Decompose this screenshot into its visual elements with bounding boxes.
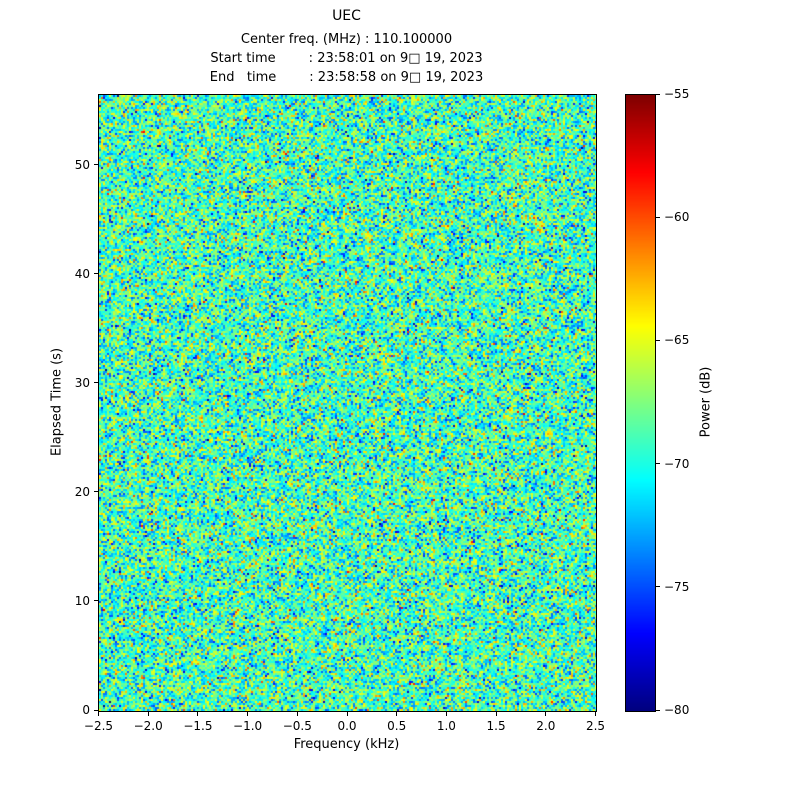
colorbar-tick-mark bbox=[656, 586, 660, 588]
x-tick-mark bbox=[545, 712, 547, 716]
colorbar-label: Power (dB) bbox=[698, 366, 714, 438]
y-tick-label: 10 bbox=[74, 593, 90, 608]
colorbar-tick-mark bbox=[656, 339, 660, 341]
spectrogram-heatmap bbox=[99, 95, 596, 711]
x-tick-mark bbox=[247, 712, 249, 716]
colorbar-tick-mark bbox=[656, 709, 660, 711]
x-tick-label: −2.0 bbox=[133, 719, 163, 733]
colorbar-tick-mark bbox=[656, 93, 660, 95]
y-tick-mark bbox=[94, 382, 98, 384]
center-freq-line: Center freq. (MHz) : 110.100000 bbox=[240, 32, 453, 47]
y-tick-mark bbox=[94, 600, 98, 602]
x-tick-mark bbox=[396, 712, 398, 716]
y-tick-mark bbox=[94, 491, 98, 493]
x-axis-label: Frequency (kHz) bbox=[293, 737, 400, 752]
x-tick-label: 1.5 bbox=[486, 719, 506, 733]
start-time-line: Start time : 23:58:01 on 9□ 19, 2023 bbox=[210, 51, 483, 66]
x-tick-mark bbox=[296, 712, 298, 716]
x-tick-label: 2.0 bbox=[536, 719, 556, 733]
x-tick-mark bbox=[98, 712, 99, 716]
end-time-line: End time : 23:58:58 on 9□ 19, 2023 bbox=[209, 70, 484, 85]
chart-header-lines: Center freq. (MHz) : 110.100000 Start ti… bbox=[48, 30, 645, 87]
colorbar-tick-mark bbox=[656, 216, 660, 218]
y-tick-label: 40 bbox=[74, 266, 90, 281]
colorbar-gradient bbox=[626, 95, 655, 711]
colorbar-tick-label: −55 bbox=[664, 87, 690, 101]
y-tick-label: 0 bbox=[82, 703, 90, 717]
colorbar-tick-label: −80 bbox=[664, 703, 690, 717]
x-tick-mark bbox=[495, 712, 497, 716]
colorbar-tick-label: −75 bbox=[664, 579, 690, 594]
y-tick-mark bbox=[94, 164, 98, 166]
y-tick-mark bbox=[94, 709, 98, 711]
x-tick-label: −1.5 bbox=[183, 719, 213, 733]
colorbar-tick-mark bbox=[656, 463, 660, 465]
colorbar-tick-label: −60 bbox=[664, 210, 690, 225]
y-tick-label: 20 bbox=[74, 484, 90, 499]
x-tick-label: 0.0 bbox=[337, 719, 357, 733]
x-tick-mark bbox=[445, 712, 447, 716]
x-tick-mark bbox=[346, 712, 348, 716]
x-tick-label: 2.5 bbox=[585, 719, 606, 733]
x-tick-label: −0.5 bbox=[282, 719, 312, 733]
x-tick-mark bbox=[197, 712, 199, 716]
x-tick-mark bbox=[147, 712, 149, 716]
y-tick-label: 30 bbox=[74, 375, 90, 390]
plot-area bbox=[98, 94, 597, 712]
x-tick-mark bbox=[595, 712, 596, 716]
chart-title: UEC bbox=[332, 8, 361, 24]
y-axis-label: Elapsed Time (s) bbox=[49, 347, 65, 457]
colorbar-tick-label: −70 bbox=[664, 456, 690, 471]
x-tick-label: 0.5 bbox=[387, 719, 407, 733]
colorbar bbox=[625, 94, 656, 712]
x-tick-label: 1.0 bbox=[436, 719, 456, 733]
y-tick-label: 50 bbox=[74, 157, 90, 172]
y-tick-mark bbox=[94, 273, 98, 275]
colorbar-tick-label: −65 bbox=[664, 333, 690, 348]
x-tick-label: −2.5 bbox=[83, 719, 114, 733]
x-tick-label: −1.0 bbox=[233, 719, 263, 733]
